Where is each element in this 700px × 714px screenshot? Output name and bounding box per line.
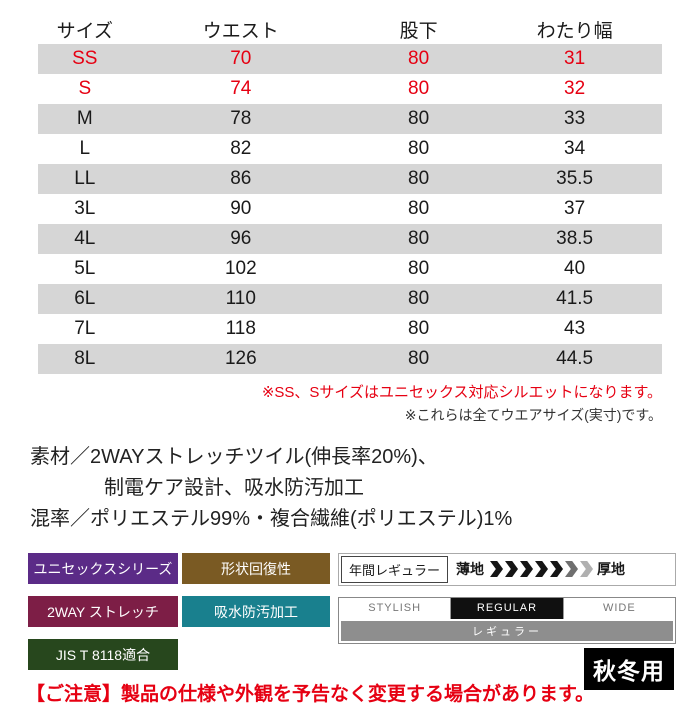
- size-cell: 6L: [74, 288, 96, 309]
- chevron-right-icon: [535, 561, 549, 577]
- thigh-cell: 31: [564, 48, 586, 69]
- silhouette-option-stylish: STYLISH: [368, 602, 422, 614]
- material-line-2: 制電ケア設計、吸水防汚加工: [104, 476, 364, 499]
- chevron-right-icon: [520, 561, 534, 577]
- thickness-scale: [488, 561, 594, 577]
- table-row: 4L 96 80 38.5: [38, 224, 662, 254]
- size-cell: 3L: [74, 198, 96, 219]
- inseam-cell: 80: [408, 348, 430, 369]
- note-unisex-silhouette: ※SS、Sサイズはユニセックス対応シルエットになります。: [261, 384, 662, 401]
- chevron-right-icon: [565, 561, 579, 577]
- waist-cell: 102: [224, 258, 257, 279]
- size-cell: 5L: [74, 258, 96, 279]
- notice-text: 【ご注意】製品の仕様や外観を予告なく変更する場合があります。: [26, 684, 595, 705]
- size-cell: M: [76, 108, 93, 129]
- table-row: M 78 80 33: [38, 104, 662, 134]
- chevron-right-icon: [505, 561, 519, 577]
- table-footnotes: ※SS、Sサイズはユニセックス対応シルエットになります。 ※これらは全てウエアサ…: [0, 382, 662, 426]
- thigh-cell: 37: [564, 198, 586, 219]
- thigh-cell: 44.5: [556, 348, 594, 369]
- size-cell: 4L: [74, 228, 96, 249]
- thigh-cell: 41.5: [556, 288, 594, 309]
- inseam-cell: 80: [408, 228, 430, 249]
- note-actual-size: ※これらは全てウエアサイズ(実寸)です。: [404, 406, 662, 423]
- badge-2way-stretch: 2WAY ストレッチ: [28, 595, 178, 627]
- waist-cell: 118: [225, 318, 256, 339]
- thick-fabric-label: 厚地: [597, 561, 626, 577]
- material-line-1: 素材／2WAYストレッチツイル(伸長率20%)、: [30, 445, 438, 468]
- size-cell: 8L: [74, 348, 96, 369]
- table-header-row: サイズ ウエスト 股下 わたり幅: [38, 14, 662, 44]
- col-header-size: サイズ: [56, 20, 114, 42]
- inseam-cell: 80: [408, 258, 430, 279]
- inseam-cell: 80: [408, 318, 430, 339]
- chevron-right-icon: [550, 561, 564, 577]
- feature-badges: ユニセックスシリーズ 形状回復性 2WAY ストレッチ 吸水防汚加工 JIS T…: [28, 552, 330, 670]
- thigh-cell: 33: [564, 108, 586, 129]
- inseam-cell: 80: [408, 198, 430, 219]
- waist-cell: 126: [224, 348, 257, 369]
- silhouette-options-row: STYLISH REGULAR WIDE: [339, 597, 675, 619]
- thigh-cell: 35.5: [556, 168, 594, 189]
- silhouette-current-label: レギュラー: [341, 620, 673, 641]
- badge-water-absorb-antifouling: 吸水防汚加工: [182, 595, 330, 627]
- size-cell: L: [79, 138, 91, 159]
- table-row: LL 86 80 35.5: [38, 164, 662, 194]
- thigh-cell: 32: [564, 78, 586, 99]
- thickness-category-tag: 年間レギュラー: [341, 555, 449, 583]
- waist-cell: 70: [230, 48, 252, 69]
- thin-fabric-label: 薄地: [456, 561, 485, 577]
- waist-cell: 74: [230, 78, 252, 99]
- inseam-cell: 80: [408, 288, 430, 309]
- fabric-thickness-indicator: 年間レギュラー 薄地 厚地: [338, 552, 676, 586]
- silhouette-indicator: STYLISH REGULAR WIDE レギュラー: [338, 596, 676, 644]
- waist-cell: 82: [230, 138, 252, 159]
- inseam-cell: 80: [408, 138, 430, 159]
- col-header-thigh: わたり幅: [536, 20, 613, 42]
- waist-cell: 96: [230, 228, 252, 249]
- inseam-cell: 80: [408, 168, 430, 189]
- inseam-cell: 80: [408, 48, 430, 69]
- badge-jis-t8118: JIS T 8118適合: [28, 638, 178, 670]
- waist-cell: 78: [230, 108, 252, 129]
- size-cell: LL: [74, 168, 96, 189]
- size-cell: S: [78, 78, 92, 99]
- size-table: サイズ ウエスト 股下 わたり幅 SS 70 80 31 S 74 80 32 …: [38, 14, 662, 374]
- thigh-cell: 34: [564, 138, 586, 159]
- size-cell: 7L: [74, 318, 96, 339]
- chevron-right-icon: [490, 561, 504, 577]
- table-row: 5L 102 80 40: [38, 254, 662, 284]
- table-row: 6L 110 80 41.5: [38, 284, 662, 314]
- inseam-cell: 80: [408, 78, 430, 99]
- material-line-3: 混率／ポリエステル99%・複合繊維(ポリエステル)1%: [30, 507, 513, 530]
- badge-shape-recovery: 形状回復性: [182, 552, 330, 584]
- size-cell: SS: [72, 48, 98, 69]
- thigh-cell: 40: [564, 258, 586, 279]
- chevron-right-icon: [580, 561, 594, 577]
- table-row: 7L 118 80 43: [38, 314, 662, 344]
- silhouette-option-wide: WIDE: [562, 597, 675, 619]
- col-header-inseam: 股下: [399, 20, 438, 42]
- col-header-waist: ウエスト: [202, 20, 279, 42]
- material-spec: 素材／2WAYストレッチツイル(伸長率20%)、 制電ケア設計、吸水防汚加工 混…: [30, 442, 700, 535]
- table-row: S 74 80 32: [38, 74, 662, 104]
- waist-cell: 90: [230, 198, 252, 219]
- thigh-cell: 38.5: [556, 228, 594, 249]
- silhouette-option-regular: REGULAR: [450, 597, 563, 619]
- waist-cell: 110: [225, 288, 256, 309]
- indicator-column: 年間レギュラー 薄地 厚地 STYLISH REGULAR WIDE レギュラー: [338, 552, 676, 644]
- table-row: SS 70 80 31: [38, 44, 662, 74]
- feature-area: ユニセックスシリーズ 形状回復性 2WAY ストレッチ 吸水防汚加工 JIS T…: [28, 552, 700, 670]
- table-row: 8L 126 80 44.5: [38, 344, 662, 374]
- thigh-cell: 43: [564, 318, 586, 339]
- waist-cell: 86: [230, 168, 252, 189]
- badge-unisex-series: ユニセックスシリーズ: [28, 552, 178, 584]
- inseam-cell: 80: [408, 108, 430, 129]
- table-row: L 82 80 34: [38, 134, 662, 164]
- season-badge-autumn-winter: 秋冬用: [584, 648, 674, 690]
- table-row: 3L 90 80 37: [38, 194, 662, 224]
